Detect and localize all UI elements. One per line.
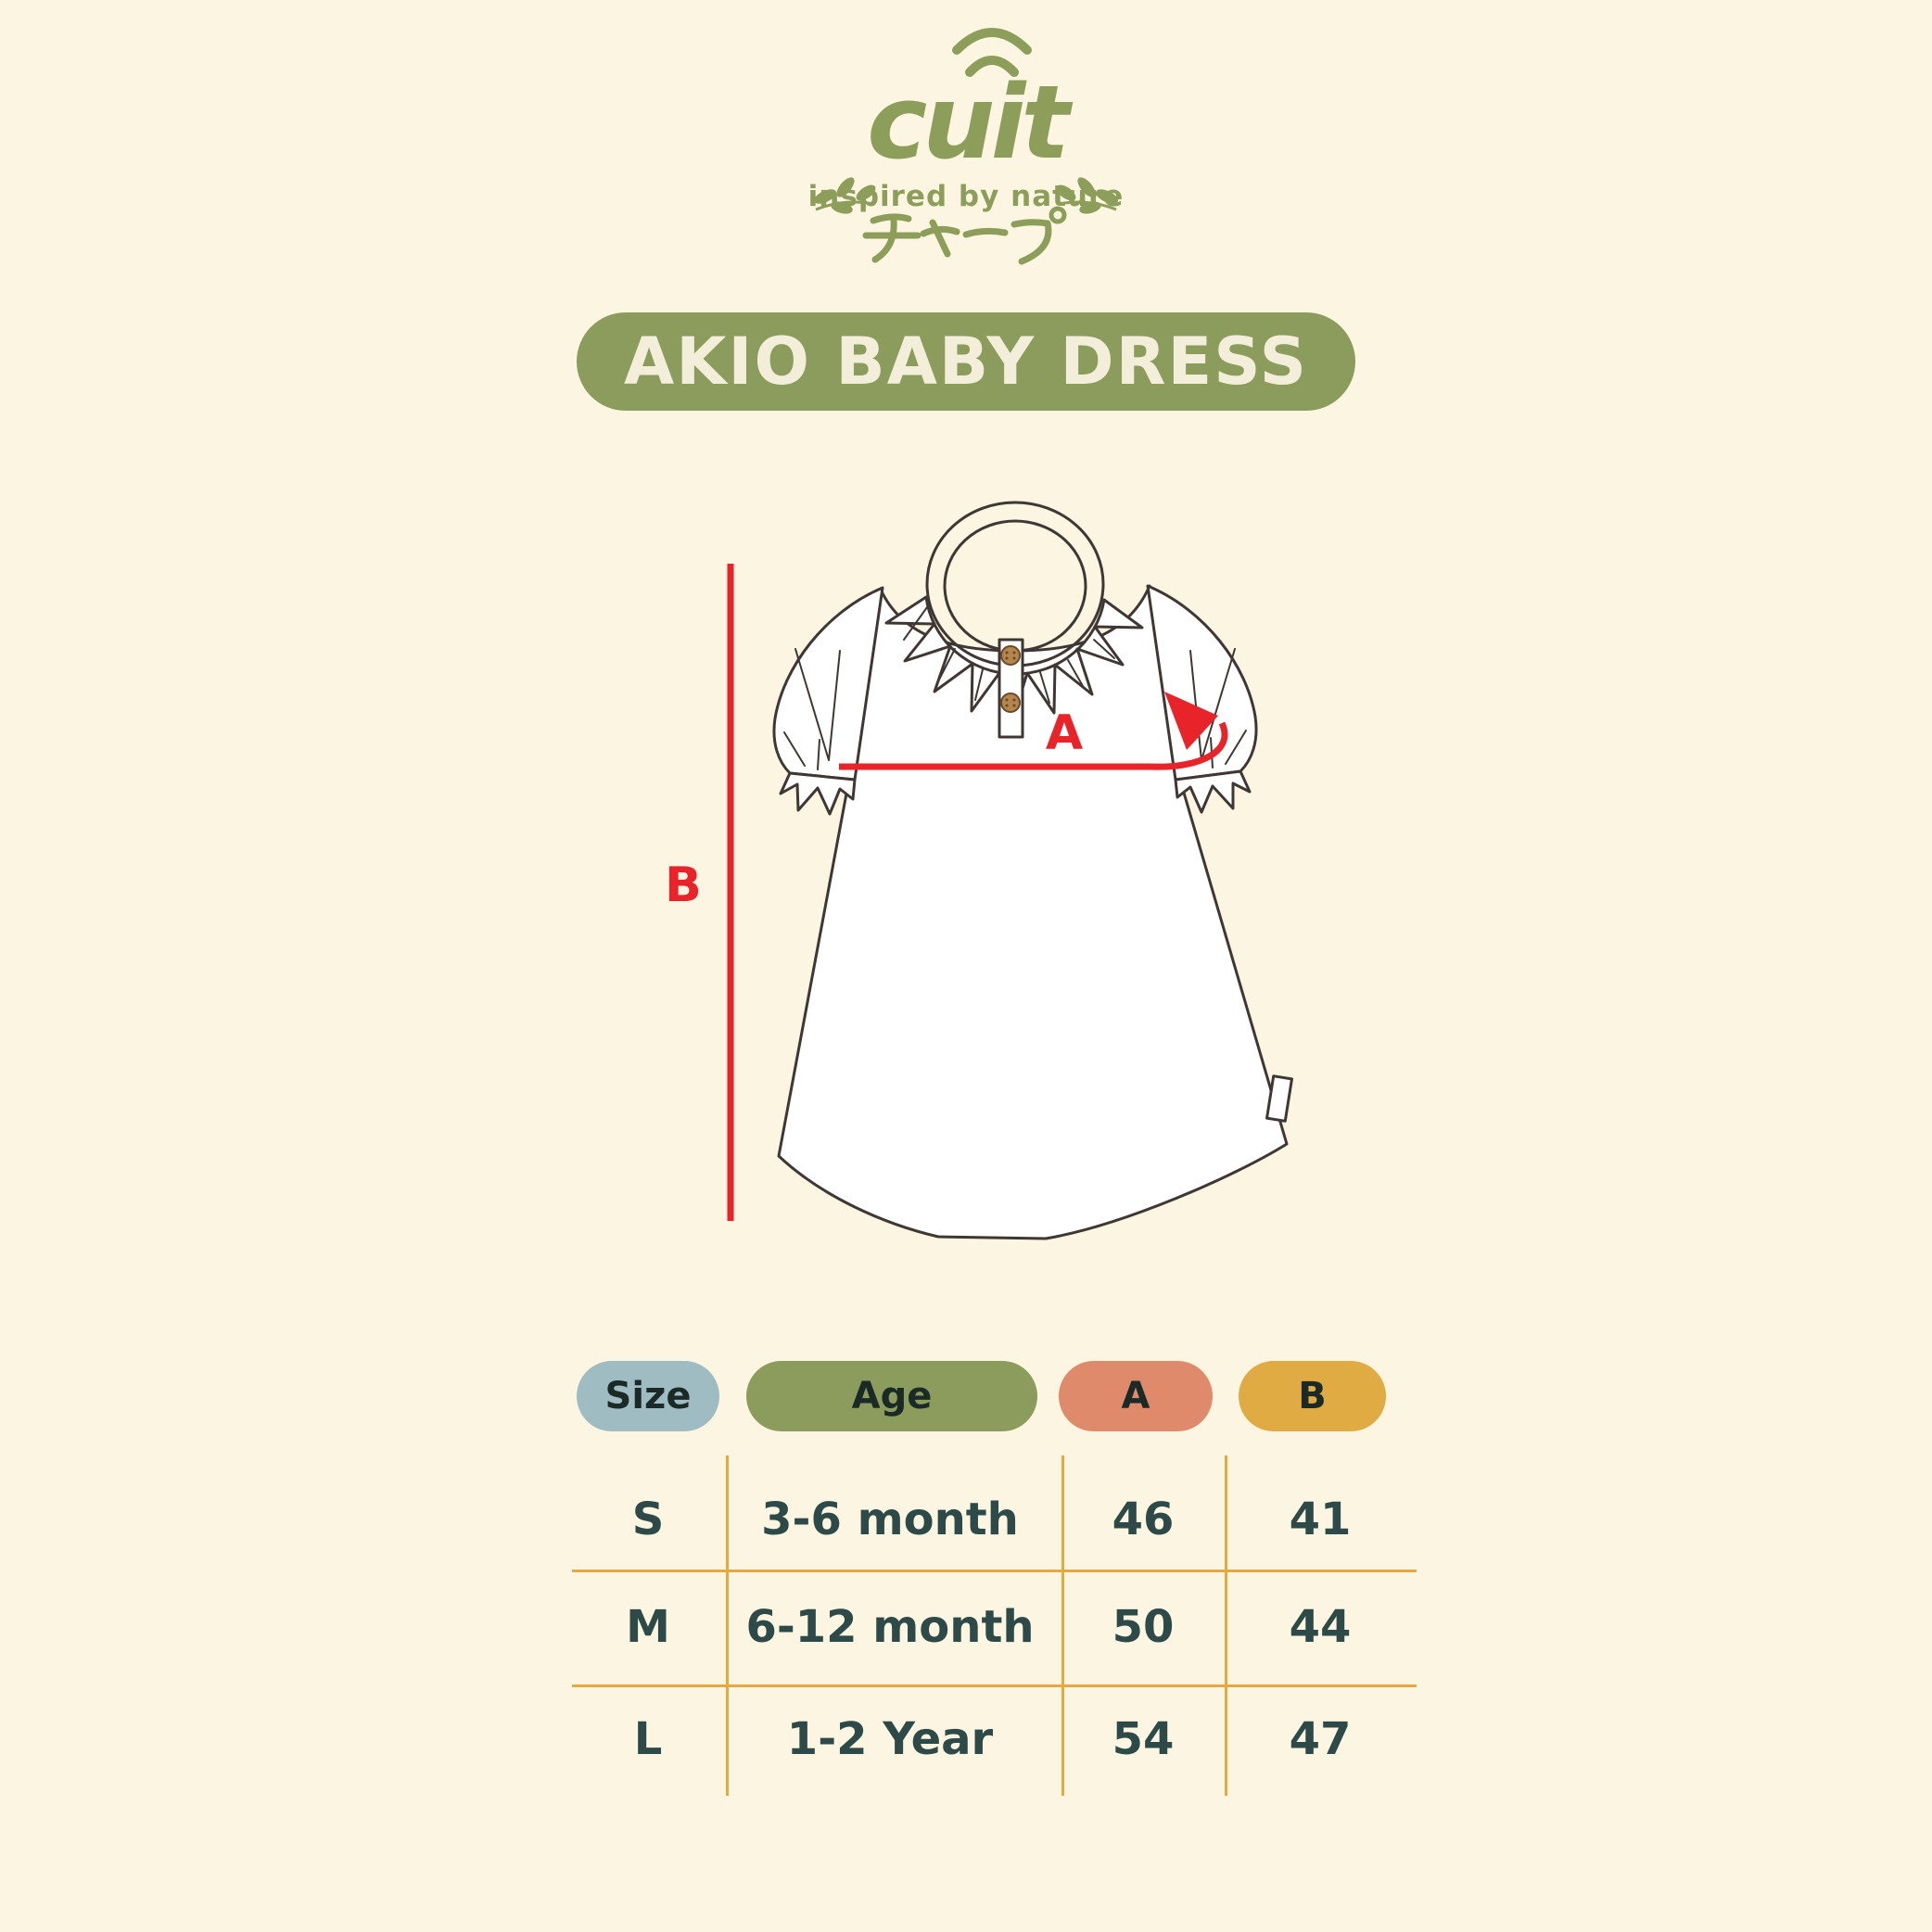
brand-logo: cuit inspired by nature	[808, 28, 1125, 265]
column-header-a-label: A	[1121, 1375, 1150, 1417]
table-cell-age: 1-2 Year	[786, 1713, 994, 1765]
dress-left-sleeve	[772, 586, 884, 782]
column-header-age-label: Age	[851, 1375, 933, 1417]
grid-line-vertical	[1061, 1455, 1064, 1796]
measurement-marks: B A	[665, 564, 1228, 1221]
collar-ruffle-folds	[903, 606, 1115, 710]
column-header-age: Age	[746, 1361, 1037, 1431]
column-header-size: Size	[577, 1361, 719, 1431]
grid-line-vertical	[1225, 1455, 1227, 1796]
table-cell-size: S	[631, 1493, 665, 1545]
column-header-size-label: Size	[604, 1375, 692, 1417]
grid-line-horizontal	[572, 1570, 1417, 1572]
neck-opening	[943, 519, 1087, 653]
chirp-arcs-icon	[952, 28, 1032, 77]
table-cell-b: 47	[1289, 1713, 1352, 1765]
arrowhead-icon	[1164, 692, 1218, 750]
dress-right-cuff-frill	[1174, 769, 1252, 814]
table-cell-a: 54	[1112, 1713, 1175, 1765]
length-label: B	[665, 858, 702, 913]
dress-left-cuff-frill	[779, 771, 857, 816]
product-title: AKIO BABY DRESS	[624, 324, 1308, 400]
dress-body	[777, 584, 1289, 1240]
column-header-b-label: B	[1298, 1375, 1327, 1417]
brand-logo-text: cuit	[867, 63, 1073, 182]
width-measure-hook	[1150, 721, 1228, 770]
leaf-ornament-left	[813, 177, 876, 214]
dress-right-sleeve	[1146, 584, 1258, 782]
table-cell-size: L	[633, 1713, 663, 1765]
product-title-pill: AKIO BABY DRESS	[577, 312, 1355, 411]
column-header-a: A	[1059, 1361, 1213, 1431]
table-cell-size: M	[626, 1601, 670, 1653]
dress-illustration	[772, 501, 1293, 1240]
column-header-b: B	[1239, 1361, 1386, 1431]
table-cell-b: 44	[1289, 1601, 1352, 1653]
table-cell-b: 41	[1289, 1493, 1352, 1545]
table-cell-a: 46	[1112, 1493, 1175, 1545]
table-cell-a: 50	[1112, 1601, 1175, 1653]
wooden-buttons	[1000, 645, 1021, 713]
brand-tagline: inspired by nature	[808, 180, 1125, 213]
table-cell-age: 6-12 month	[745, 1601, 1035, 1653]
leaf-ornament-right	[1056, 177, 1119, 214]
grid-line-horizontal	[572, 1684, 1417, 1687]
side-tag	[1265, 1074, 1293, 1123]
grid-line-vertical	[726, 1455, 729, 1796]
brand-tagline-japanese	[862, 206, 1067, 265]
table-cell-age: 3-6 month	[761, 1493, 1019, 1545]
width-label: A	[1046, 705, 1083, 761]
